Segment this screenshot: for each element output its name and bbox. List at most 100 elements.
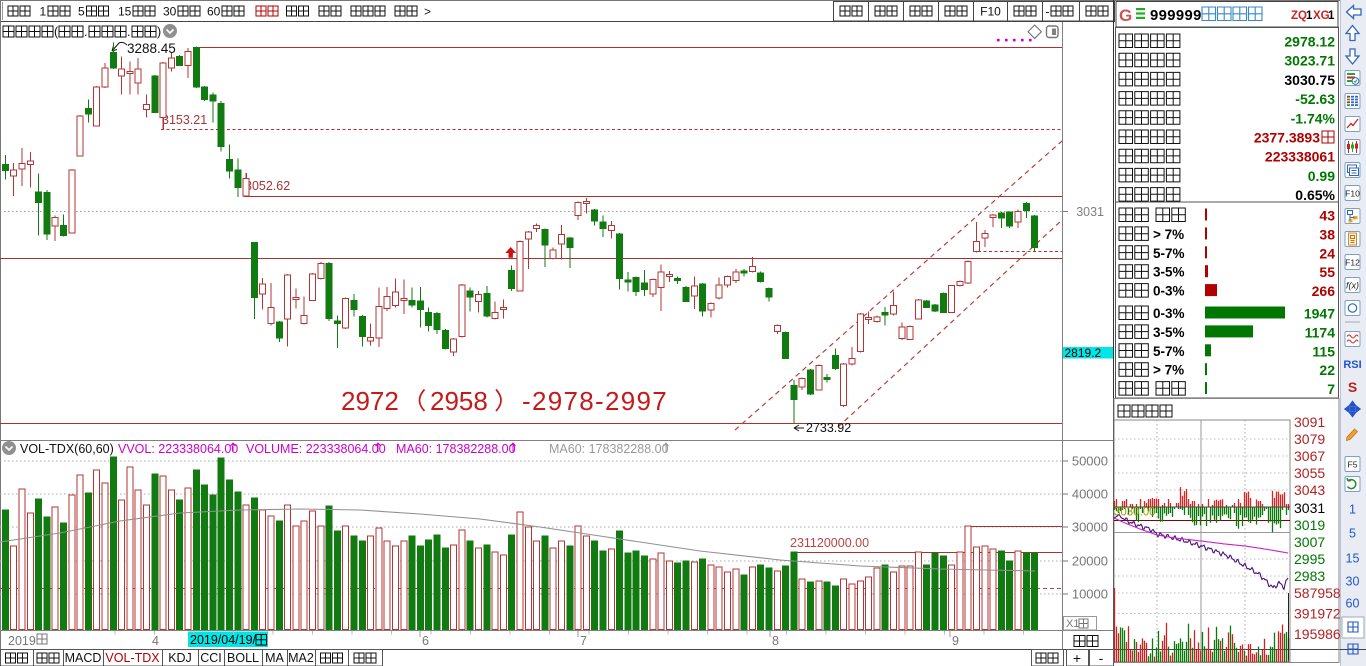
svg-text:F5: F5 bbox=[1348, 460, 1358, 470]
svg-text:MA60: 178382288.00: MA60: 178382288.00 bbox=[396, 442, 516, 456]
svg-text:3030.00: 3030.00 bbox=[1114, 507, 1156, 519]
svg-text:F10: F10 bbox=[1345, 189, 1360, 199]
svg-text:3043: 3043 bbox=[1294, 482, 1325, 498]
svg-text:S: S bbox=[1348, 379, 1357, 395]
svg-text:2972: 2972 bbox=[341, 386, 399, 416]
svg-text:30: 30 bbox=[1346, 575, 1360, 589]
svg-text:24: 24 bbox=[1319, 245, 1335, 261]
svg-text:2995: 2995 bbox=[1294, 551, 1325, 567]
svg-text:1: 1 bbox=[1306, 10, 1313, 22]
svg-text:5-7%: 5-7% bbox=[1153, 344, 1185, 359]
svg-text:F10: F10 bbox=[980, 5, 1001, 19]
svg-text:3153.21: 3153.21 bbox=[162, 113, 207, 127]
svg-text:VOLUME: 223338064.00: VOLUME: 223338064.00 bbox=[246, 442, 386, 456]
svg-text:1: 1 bbox=[1349, 503, 1356, 517]
svg-text:MA60: 178382288.00: MA60: 178382288.00 bbox=[549, 442, 669, 456]
svg-text:20000: 20000 bbox=[1072, 554, 1108, 569]
svg-text:1: 1 bbox=[40, 5, 47, 19]
svg-text:5: 5 bbox=[1349, 527, 1356, 541]
svg-text:195986: 195986 bbox=[1294, 626, 1341, 642]
svg-text:2819.2: 2819.2 bbox=[1065, 346, 1102, 360]
svg-text:391972: 391972 bbox=[1294, 606, 1341, 622]
svg-text:ZQ: ZQ bbox=[1291, 10, 1307, 22]
svg-text:): ) bbox=[157, 25, 161, 39]
svg-text:.: . bbox=[127, 25, 130, 39]
svg-text:VVOL: 223338064.00: VVOL: 223338064.00 bbox=[118, 442, 238, 456]
svg-text:3-5%: 3-5% bbox=[1153, 325, 1185, 340]
svg-text:> 7%: > 7% bbox=[1153, 227, 1184, 242]
svg-text:1947: 1947 bbox=[1304, 306, 1335, 322]
svg-text:5: 5 bbox=[78, 5, 85, 19]
svg-text:MA: MA bbox=[265, 651, 284, 665]
svg-text:G: G bbox=[1119, 6, 1132, 25]
svg-text:2958: 2958 bbox=[430, 386, 488, 416]
svg-text:-: - bbox=[1099, 650, 1104, 666]
svg-text:RSI: RSI bbox=[1343, 359, 1361, 371]
svg-text:3079: 3079 bbox=[1294, 431, 1325, 447]
svg-text:XG: XG bbox=[1313, 10, 1330, 22]
svg-text:0-3%: 0-3% bbox=[1153, 284, 1185, 299]
svg-text:3-5%: 3-5% bbox=[1153, 265, 1185, 280]
svg-text:2983: 2983 bbox=[1294, 568, 1325, 584]
svg-text:3052.62: 3052.62 bbox=[245, 179, 290, 193]
svg-text:3019: 3019 bbox=[1294, 517, 1325, 533]
svg-text:>: > bbox=[424, 5, 431, 19]
svg-text:3031: 3031 bbox=[1294, 500, 1325, 516]
svg-text:VOL-TDX: VOL-TDX bbox=[105, 651, 160, 665]
svg-text:+: + bbox=[1073, 650, 1081, 666]
svg-text:6: 6 bbox=[422, 634, 429, 648]
svg-text:7: 7 bbox=[580, 634, 587, 648]
svg-text:30000: 30000 bbox=[1072, 520, 1108, 535]
svg-text:-52.63: -52.63 bbox=[1295, 91, 1335, 107]
svg-text:60: 60 bbox=[207, 5, 221, 19]
svg-text:587958: 587958 bbox=[1294, 585, 1341, 601]
svg-text:60: 60 bbox=[1346, 597, 1360, 611]
svg-text:MA2: MA2 bbox=[288, 651, 314, 665]
svg-text:38: 38 bbox=[1319, 226, 1335, 242]
svg-text:-1.74%: -1.74% bbox=[1291, 110, 1336, 126]
svg-text:f(x): f(x) bbox=[1346, 281, 1359, 291]
svg-text:15: 15 bbox=[118, 5, 132, 19]
svg-text:3055: 3055 bbox=[1294, 465, 1325, 481]
svg-text:266: 266 bbox=[1312, 283, 1336, 299]
svg-text:3031: 3031 bbox=[1076, 205, 1104, 219]
svg-text:15: 15 bbox=[1346, 552, 1360, 566]
svg-text:-: - bbox=[1046, 5, 1050, 19]
svg-text:0.65%: 0.65% bbox=[1295, 187, 1335, 203]
svg-text:2019/04/19/: 2019/04/19/ bbox=[190, 633, 257, 647]
svg-text:1174: 1174 bbox=[1305, 324, 1336, 340]
svg-text:10000: 10000 bbox=[1072, 587, 1108, 602]
svg-text:3023.71: 3023.71 bbox=[1284, 53, 1335, 69]
svg-text:30: 30 bbox=[163, 5, 177, 19]
svg-text:3091: 3091 bbox=[1294, 414, 1325, 430]
svg-text:VOL-TDX(60,60): VOL-TDX(60,60) bbox=[20, 442, 114, 456]
svg-text:2733.92: 2733.92 bbox=[806, 421, 851, 435]
svg-text:8: 8 bbox=[772, 634, 779, 648]
svg-text:3007: 3007 bbox=[1294, 534, 1325, 550]
svg-text:223338061: 223338061 bbox=[1265, 149, 1335, 165]
svg-text:> 7%: > 7% bbox=[1153, 363, 1184, 378]
svg-text:3067: 3067 bbox=[1294, 448, 1325, 464]
svg-text:-2978-2997: -2978-2997 bbox=[522, 386, 668, 416]
svg-text:X1: X1 bbox=[1066, 618, 1079, 630]
svg-text:2019: 2019 bbox=[8, 634, 36, 648]
svg-text:22: 22 bbox=[1319, 362, 1335, 378]
svg-text:0-3%: 0-3% bbox=[1153, 306, 1185, 321]
svg-text:BOLL: BOLL bbox=[227, 651, 259, 665]
svg-text:2978.12: 2978.12 bbox=[1284, 34, 1335, 50]
svg-text:3030.75: 3030.75 bbox=[1284, 72, 1335, 88]
svg-text:43: 43 bbox=[1319, 208, 1335, 224]
svg-text:MACD: MACD bbox=[65, 651, 102, 665]
svg-text:4: 4 bbox=[152, 634, 159, 648]
svg-text:.: . bbox=[84, 25, 87, 39]
svg-text:55: 55 bbox=[1319, 264, 1335, 280]
svg-text:3288.45: 3288.45 bbox=[127, 41, 176, 56]
svg-text:115: 115 bbox=[1312, 343, 1335, 359]
svg-text:1: 1 bbox=[1328, 10, 1335, 22]
svg-text:CCI: CCI bbox=[200, 651, 222, 665]
svg-text:7: 7 bbox=[1327, 381, 1335, 397]
svg-text:50000: 50000 bbox=[1072, 454, 1108, 469]
svg-text:2377.3893: 2377.3893 bbox=[1254, 130, 1320, 146]
svg-text:0.99: 0.99 bbox=[1308, 168, 1335, 184]
svg-text:9: 9 bbox=[952, 634, 959, 648]
